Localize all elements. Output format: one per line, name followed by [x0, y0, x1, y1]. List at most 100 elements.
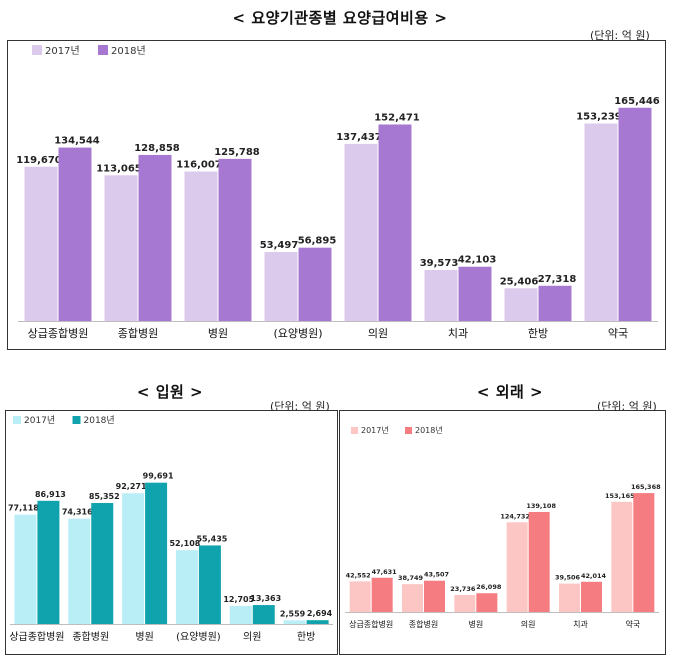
value-label-inpatient-1-0: 86,913 — [35, 490, 66, 499]
value-label-inpatient-1-3: 55,435 — [196, 534, 227, 543]
category-label-inpatient-3: (요양병원) — [176, 631, 221, 643]
value-label-main-0-6: 25,406 — [500, 276, 539, 287]
bar-inpatient-0-4 — [229, 605, 252, 624]
legend-label-0: 2017년 — [24, 415, 55, 426]
category-label-main-1: 종합병원 — [118, 327, 158, 340]
category-label-inpatient-1: 종합병원 — [72, 631, 109, 643]
main-bar-chart: 2017년 2018년 119,670 134,544 상급종합병원 113,065 128… — [16, 45, 660, 340]
bar-main-0-7 — [584, 123, 618, 321]
value-label-main-1-0: 134,544 — [54, 136, 100, 147]
bar-main-0-0 — [24, 166, 58, 321]
value-label-outpatient-1-4: 42,014 — [581, 572, 607, 580]
bar-inpatient-1-2 — [145, 482, 168, 624]
value-label-outpatient-0-2: 23,736 — [450, 585, 476, 593]
bar-outpatient-0-4 — [559, 583, 580, 612]
value-label-main-1-5: 42,103 — [458, 255, 497, 266]
bar-main-1-0 — [58, 147, 92, 321]
value-label-main-1-1: 128,858 — [134, 143, 180, 154]
bar-outpatient-0-0 — [349, 581, 371, 612]
value-label-inpatient-1-4: 13,363 — [250, 594, 281, 603]
bar-outpatient-1-4 — [581, 581, 602, 612]
bar-main-0-5 — [424, 269, 458, 321]
main-chart-title: < 요양기관종별 요양급여비용 > — [232, 9, 448, 27]
category-label-outpatient-3: 의원 — [521, 619, 536, 629]
category-label-main-2: 병원 — [208, 327, 228, 340]
bar-outpatient-1-2 — [476, 593, 498, 612]
category-label-main-6: 한방 — [528, 327, 548, 340]
inpatient-chart-title: < 입원 > — [136, 383, 204, 401]
value-label-outpatient-0-5: 153,165 — [605, 492, 635, 500]
inpatient-unit-label: (단위: 억 원) — [270, 400, 330, 413]
category-label-inpatient-0: 상급종합병원 — [9, 631, 64, 643]
legend-label-1: 2018년 — [415, 425, 443, 435]
category-label-outpatient-1: 종합병원 — [409, 620, 438, 629]
value-label-main-1-6: 27,318 — [538, 274, 577, 285]
legend-swatch-0 — [351, 427, 358, 434]
bar-main-1-2 — [218, 158, 252, 321]
legend-label-1: 2018년 — [111, 45, 146, 57]
value-label-main-0-1: 113,065 — [96, 163, 142, 174]
value-label-inpatient-1-5: 2,694 — [307, 609, 333, 618]
bar-outpatient-1-3 — [528, 511, 550, 612]
bar-main-1-1 — [138, 154, 172, 321]
value-label-outpatient-0-3: 124,732 — [500, 512, 530, 520]
bar-main-0-2 — [184, 171, 218, 321]
value-label-outpatient-1-1: 43,507 — [424, 571, 449, 579]
bar-inpatient-1-3 — [198, 545, 221, 624]
category-label-outpatient-4: 치과 — [573, 620, 588, 629]
value-label-outpatient-0-1: 38,749 — [398, 574, 424, 582]
category-label-inpatient-2: 병원 — [135, 631, 153, 643]
category-label-main-0: 상급종합병원 — [28, 327, 89, 340]
outpatient-bar-chart: 2017년 2018년 42,552 47,631 상급종합병원 38,749 43,507… — [345, 425, 661, 629]
outpatient-unit-label: (단위: 억 원) — [597, 400, 657, 413]
category-label-main-4: 의원 — [368, 327, 388, 340]
value-label-main-1-3: 56,895 — [298, 236, 337, 247]
category-label-outpatient-5: 약국 — [625, 619, 640, 629]
value-label-inpatient-1-2: 99,691 — [143, 472, 174, 481]
bar-outpatient-0-2 — [454, 594, 476, 612]
bar-inpatient-0-1 — [68, 518, 91, 624]
bar-outpatient-1-5 — [633, 493, 655, 612]
bar-inpatient-1-5 — [306, 620, 329, 624]
value-label-main-0-3: 53,497 — [260, 240, 299, 251]
value-label-outpatient-1-2: 26,098 — [476, 583, 502, 591]
legend-swatch-0 — [32, 45, 42, 55]
category-label-outpatient-0: 상급종합병원 — [349, 619, 393, 629]
legend-swatch-1 — [98, 45, 108, 55]
category-label-main-5: 치과 — [448, 327, 468, 340]
bar-inpatient-0-3 — [175, 550, 198, 624]
value-label-main-1-7: 165,446 — [614, 96, 660, 107]
outpatient-chart-panel: 2017년 2018년 42,552 47,631 상급종합병원 38,749 43,507… — [339, 410, 666, 655]
value-label-inpatient-1-1: 85,352 — [89, 492, 120, 501]
value-label-main-0-2: 116,007 — [176, 159, 222, 170]
value-label-main-0-4: 137,437 — [336, 132, 382, 143]
bar-main-0-1 — [104, 175, 138, 321]
value-label-main-1-4: 152,471 — [374, 112, 420, 123]
value-label-outpatient-1-0: 47,631 — [372, 568, 398, 576]
bar-main-0-4 — [344, 143, 378, 321]
legend-swatch-0 — [13, 416, 21, 424]
bar-inpatient-0-2 — [122, 493, 145, 624]
bar-inpatient-0-0 — [14, 514, 37, 624]
value-label-outpatient-0-4: 39,506 — [555, 574, 581, 582]
bar-main-1-3 — [298, 247, 332, 321]
bar-outpatient-1-1 — [424, 580, 445, 612]
bar-inpatient-1-4 — [252, 605, 275, 624]
legend-swatch-1 — [72, 416, 81, 424]
bar-main-1-6 — [538, 285, 572, 321]
value-label-main-0-0: 119,670 — [16, 155, 62, 166]
bar-outpatient-0-1 — [402, 584, 423, 612]
bar-inpatient-1-1 — [91, 503, 114, 624]
legend-swatch-1 — [405, 427, 412, 434]
category-label-outpatient-2: 병원 — [468, 620, 483, 629]
bar-inpatient-1-0 — [37, 500, 60, 624]
category-label-inpatient-5: 한방 — [297, 631, 315, 643]
value-label-inpatient-0-4: 12,705 — [223, 595, 254, 604]
bar-main-0-3 — [264, 252, 298, 321]
category-label-main-7: 약국 — [608, 326, 628, 340]
value-label-inpatient-0-1: 74,316 — [62, 508, 93, 517]
value-label-main-1-2: 125,788 — [214, 147, 260, 158]
bar-main-1-7 — [618, 107, 652, 322]
value-label-outpatient-1-3: 139,108 — [526, 502, 556, 510]
value-label-outpatient-0-0: 42,552 — [346, 571, 371, 579]
